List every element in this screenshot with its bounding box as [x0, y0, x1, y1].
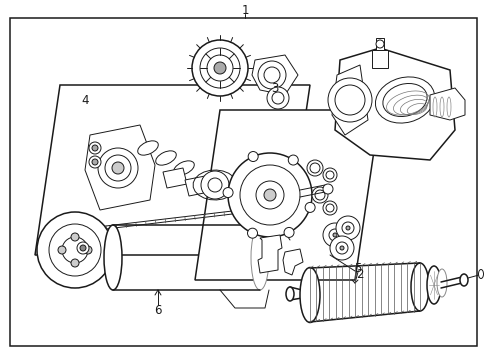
Circle shape [208, 178, 222, 192]
Circle shape [258, 61, 286, 89]
Text: 6: 6 [154, 303, 162, 316]
Circle shape [92, 159, 98, 165]
Circle shape [62, 237, 88, 263]
Text: 2: 2 [356, 269, 364, 282]
Circle shape [77, 242, 89, 254]
Circle shape [71, 233, 79, 241]
Ellipse shape [383, 84, 427, 117]
Circle shape [267, 87, 289, 109]
Polygon shape [332, 65, 368, 135]
Circle shape [346, 226, 350, 230]
Circle shape [247, 228, 258, 238]
Text: 4: 4 [81, 94, 89, 107]
Circle shape [330, 236, 354, 260]
Circle shape [323, 201, 337, 215]
Circle shape [105, 155, 131, 181]
Circle shape [49, 224, 101, 276]
Ellipse shape [479, 270, 484, 279]
Circle shape [307, 160, 323, 176]
Circle shape [305, 202, 315, 212]
Polygon shape [185, 176, 209, 196]
Circle shape [342, 222, 354, 234]
Polygon shape [195, 110, 380, 280]
Ellipse shape [411, 263, 429, 311]
Ellipse shape [251, 225, 269, 290]
Ellipse shape [156, 151, 176, 165]
Text: 1: 1 [241, 4, 249, 17]
Circle shape [340, 246, 344, 250]
Circle shape [329, 229, 341, 241]
Ellipse shape [286, 287, 294, 301]
Ellipse shape [375, 77, 435, 123]
Circle shape [248, 152, 258, 162]
Text: 5: 5 [354, 261, 362, 275]
Ellipse shape [427, 266, 441, 304]
Circle shape [323, 168, 337, 182]
Circle shape [376, 40, 384, 48]
Ellipse shape [104, 225, 122, 290]
Circle shape [288, 155, 298, 165]
Polygon shape [258, 235, 282, 273]
Ellipse shape [138, 141, 158, 155]
Circle shape [336, 242, 348, 254]
Circle shape [264, 189, 276, 201]
Circle shape [228, 153, 312, 237]
Circle shape [89, 156, 101, 168]
Circle shape [326, 171, 334, 179]
Circle shape [284, 228, 294, 238]
Circle shape [214, 62, 226, 74]
Circle shape [328, 78, 372, 122]
Circle shape [335, 85, 365, 115]
Circle shape [240, 165, 300, 225]
Polygon shape [35, 85, 310, 255]
Polygon shape [252, 55, 298, 95]
Circle shape [333, 233, 337, 237]
Ellipse shape [460, 274, 468, 286]
Circle shape [223, 188, 233, 198]
Circle shape [84, 246, 92, 254]
Polygon shape [335, 48, 455, 160]
Circle shape [323, 223, 347, 247]
Circle shape [58, 246, 66, 254]
Polygon shape [283, 249, 303, 275]
Circle shape [37, 212, 113, 288]
Circle shape [323, 184, 333, 194]
Circle shape [112, 162, 124, 174]
Circle shape [315, 190, 325, 200]
Circle shape [312, 187, 328, 203]
Ellipse shape [437, 269, 447, 297]
Circle shape [80, 245, 86, 251]
Circle shape [201, 171, 229, 199]
Circle shape [310, 163, 320, 173]
Circle shape [264, 67, 280, 83]
Polygon shape [163, 168, 187, 188]
Circle shape [336, 216, 360, 240]
Circle shape [92, 145, 98, 151]
Circle shape [71, 259, 79, 267]
Ellipse shape [300, 267, 320, 323]
Circle shape [326, 204, 334, 212]
Circle shape [200, 48, 240, 88]
Circle shape [98, 148, 138, 188]
Circle shape [89, 142, 101, 154]
Polygon shape [85, 125, 155, 210]
Text: 3: 3 [271, 81, 279, 95]
Circle shape [256, 181, 284, 209]
Bar [372, 50, 388, 68]
Circle shape [207, 55, 233, 81]
Bar [376, 38, 384, 50]
Polygon shape [47, 227, 63, 240]
Polygon shape [430, 88, 465, 120]
Ellipse shape [174, 161, 195, 175]
Circle shape [272, 92, 284, 104]
Circle shape [192, 40, 248, 96]
